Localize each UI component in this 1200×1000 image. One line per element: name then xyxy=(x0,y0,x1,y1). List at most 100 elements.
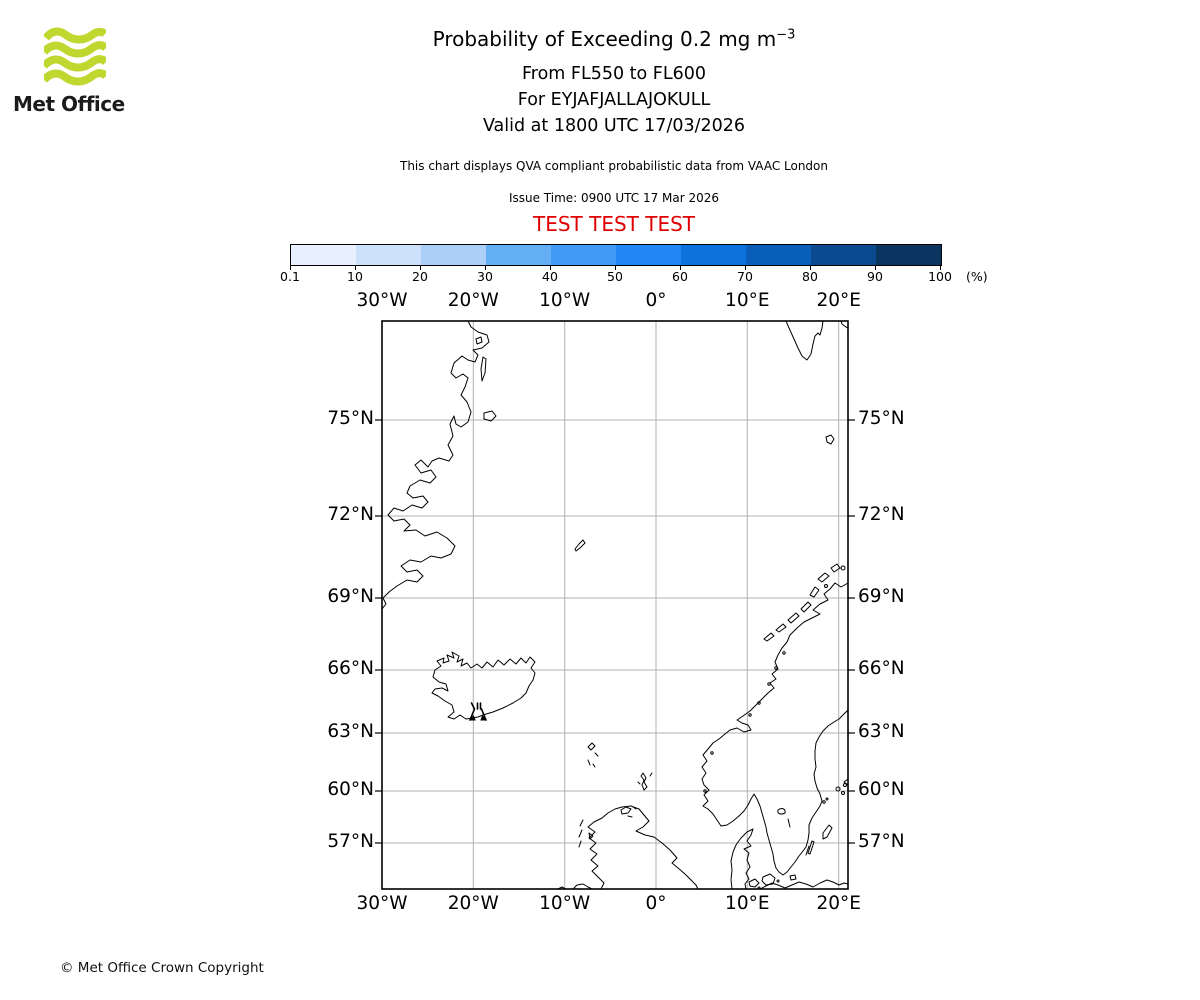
subtitle-flight-levels: From FL550 to FL600 xyxy=(521,64,707,84)
coast-gotland xyxy=(822,824,833,840)
coast-scandinavia xyxy=(701,582,849,876)
coast-svalbard-corner xyxy=(840,320,849,329)
lon-label-top: 10°E xyxy=(725,290,770,311)
test-banner: TEST TEST TEST xyxy=(532,212,695,236)
subtitle-valid-time: Valid at 1800 UTC 17/03/2026 xyxy=(482,116,746,136)
subtitle-volcano: For EYJAFJALLAJOKULL xyxy=(517,90,711,110)
lon-label-top: 10°W xyxy=(539,290,591,311)
logo-wordmark: Met Office xyxy=(13,92,125,116)
colorbar-unit: (%) xyxy=(966,269,988,284)
lat-label-right: 75°N xyxy=(858,408,905,429)
colorbar-tick xyxy=(485,266,486,270)
coastlines xyxy=(381,320,849,890)
colorbar-tick xyxy=(940,266,941,270)
lat-label-left: 63°N xyxy=(327,721,374,742)
coast-iceland xyxy=(431,651,536,720)
colorbar-segment xyxy=(551,245,616,265)
lake-vanern xyxy=(777,808,791,828)
coast-lofoten xyxy=(763,563,841,642)
colorbar-segment xyxy=(876,245,941,265)
coast-danish-islands xyxy=(748,873,776,888)
colorbar-segment xyxy=(356,245,421,265)
coast-bear-island xyxy=(825,434,835,445)
lon-label-bottom: 20°W xyxy=(447,893,499,914)
coast-jutland xyxy=(730,828,754,890)
colorbar-segment xyxy=(291,245,356,265)
coast-greenland xyxy=(381,320,490,610)
lat-label-right: 72°N xyxy=(858,504,905,525)
lon-label-bottom: 0° xyxy=(645,893,667,914)
logo-waves-icon xyxy=(40,27,109,86)
coast-faroe xyxy=(587,742,599,768)
coast-hebrides xyxy=(578,819,594,848)
lon-label-top: 0° xyxy=(645,290,667,311)
lat-label-left: 69°N xyxy=(327,586,374,607)
colorbar-tick xyxy=(355,266,356,270)
lat-label-left: 57°N xyxy=(327,831,374,852)
issue-time: Issue Time: 0900 UTC 17 Mar 2026 xyxy=(508,191,720,205)
colorbar-segment xyxy=(746,245,811,265)
colorbar-tick-label: 100 xyxy=(928,269,952,284)
coast-finland-edge xyxy=(843,778,849,786)
lat-label-left: 72°N xyxy=(327,504,374,525)
coast-jan-mayen xyxy=(574,539,586,552)
lon-label-top: 20°E xyxy=(816,290,861,311)
colorbar-tick-label: 80 xyxy=(802,269,818,284)
compliance-note: This chart displays QVA compliant probab… xyxy=(400,159,828,173)
map-gridlines xyxy=(382,321,848,889)
lon-label-top: 20°W xyxy=(447,290,499,311)
colorbar-tick xyxy=(420,266,421,270)
coast-orkney xyxy=(620,806,637,818)
lat-label-left: 75°N xyxy=(327,408,374,429)
colorbar-segment xyxy=(421,245,486,265)
lon-label-bottom: 10°W xyxy=(539,893,591,914)
coast-scotland xyxy=(587,805,699,890)
colorbar-tick-label: 60 xyxy=(672,269,688,284)
colorbar-tick xyxy=(615,266,616,270)
coast-baltic-south xyxy=(759,879,849,890)
lat-label-right: 57°N xyxy=(858,831,905,852)
lat-label-right: 63°N xyxy=(858,721,905,742)
copyright-notice: © Met Office Crown Copyright xyxy=(60,960,264,976)
coast-greenland-islands xyxy=(475,336,497,422)
colorbar-segment xyxy=(616,245,681,265)
colorbar-tick-label: 30 xyxy=(477,269,493,284)
lat-label-right: 69°N xyxy=(858,586,905,607)
colorbar-tick xyxy=(745,266,746,270)
lat-label-right: 60°N xyxy=(858,779,905,800)
colorbar-tick xyxy=(290,266,291,270)
colorbar-tick-label: 90 xyxy=(867,269,883,284)
lon-label-bottom: 10°E xyxy=(725,893,770,914)
colorbar-tick xyxy=(875,266,876,270)
lat-ticks xyxy=(375,419,855,844)
title-exponent: −3 xyxy=(776,27,796,43)
map-canvas xyxy=(375,320,855,890)
lon-label-bottom: 30°W xyxy=(356,893,408,914)
probability-colorbar xyxy=(290,244,942,266)
lat-label-left: 66°N xyxy=(327,658,374,679)
coast-oland xyxy=(805,840,815,856)
colorbar-tick-label: 70 xyxy=(737,269,753,284)
volcano-marker xyxy=(468,702,488,721)
page-title: Probability of Exceeding 0.2 mg m−3 xyxy=(28,27,1200,51)
colorbar-tick-label: 20 xyxy=(412,269,428,284)
coast-svalbard xyxy=(785,320,824,361)
colorbar-segment xyxy=(681,245,746,265)
lon-label-bottom: 20°E xyxy=(816,893,861,914)
coast-bornholm xyxy=(789,874,797,881)
colorbar-tick-label: 10 xyxy=(347,269,363,284)
colorbar-segment xyxy=(811,245,876,265)
coast-shetland xyxy=(637,772,653,791)
map-frame xyxy=(381,320,849,890)
colorbar-tick xyxy=(810,266,811,270)
colorbar-tick xyxy=(550,266,551,270)
colorbar-tick-label: 40 xyxy=(542,269,558,284)
lat-label-right: 66°N xyxy=(858,658,905,679)
colorbar-segment xyxy=(486,245,551,265)
met-office-logo xyxy=(40,26,109,92)
colorbar-tick-label: 0.1 xyxy=(280,269,300,284)
colorbar-tick-label: 50 xyxy=(607,269,623,284)
colorbar-tick xyxy=(680,266,681,270)
lat-label-left: 60°N xyxy=(327,779,374,800)
lon-label-top: 30°W xyxy=(356,290,408,311)
